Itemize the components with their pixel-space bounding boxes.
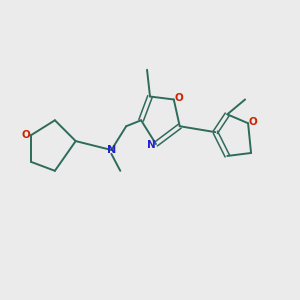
Text: O: O <box>21 130 30 140</box>
Text: N: N <box>146 140 155 150</box>
Text: N: N <box>107 145 116 155</box>
Text: O: O <box>248 117 257 127</box>
Text: O: O <box>175 93 183 103</box>
